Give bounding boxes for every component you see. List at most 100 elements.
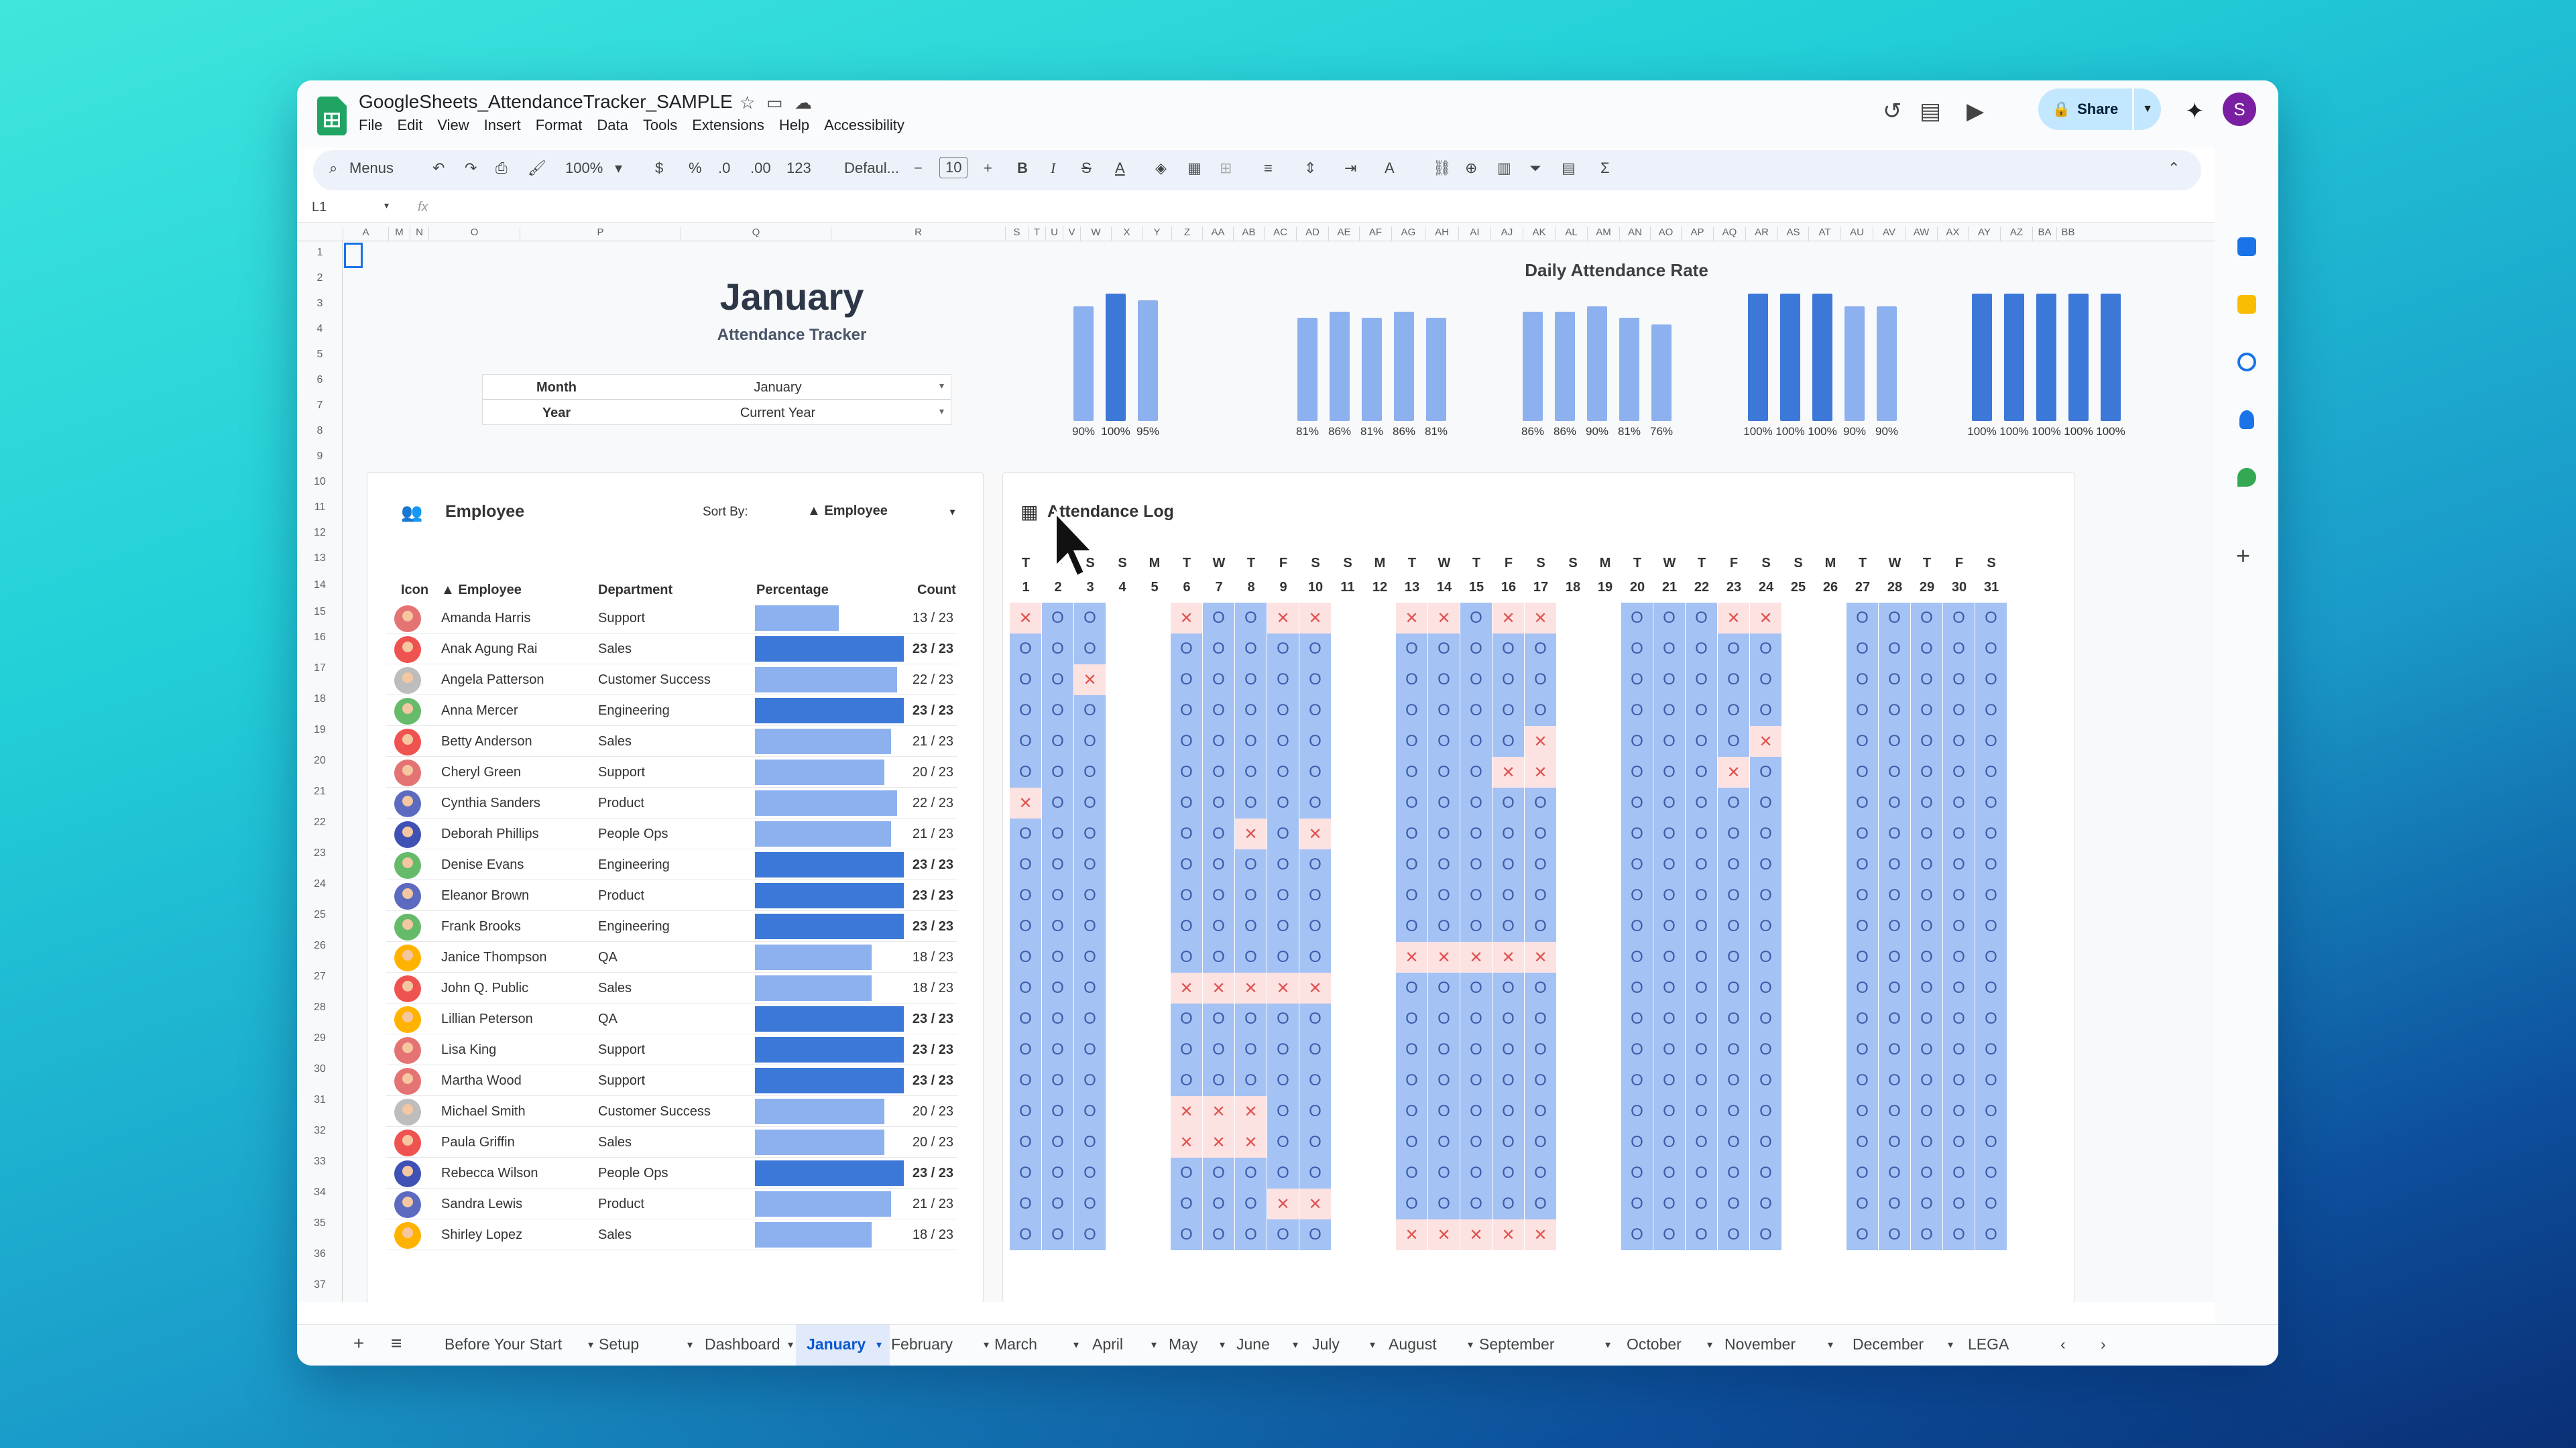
column-header[interactable]: AN <box>1619 227 1650 241</box>
column-header[interactable]: AY <box>1968 227 2000 241</box>
absent-mark[interactable]: ✕ <box>1718 757 1750 788</box>
present-mark[interactable]: O <box>1525 1096 1557 1127</box>
tab-december[interactable]: December <box>1853 1335 1924 1353</box>
present-mark[interactable]: O <box>1621 757 1653 788</box>
present-mark[interactable]: O <box>1042 1127 1074 1158</box>
present-mark[interactable]: O <box>1074 1096 1106 1127</box>
present-mark[interactable]: O <box>1686 880 1718 911</box>
merge-cells-icon[interactable]: ⊞ <box>1220 160 1232 176</box>
present-mark[interactable]: O <box>1975 849 2007 880</box>
present-mark[interactable]: O <box>1718 849 1750 880</box>
present-mark[interactable]: O <box>1460 634 1492 664</box>
table-row[interactable]: Eleanor Brown Product 23 / 23 <box>386 880 957 911</box>
present-mark[interactable]: O <box>1396 1189 1428 1219</box>
present-mark[interactable]: O <box>1267 634 1299 664</box>
gemini-icon[interactable]: ✦ <box>2185 99 2205 124</box>
present-mark[interactable]: O <box>1943 695 1975 726</box>
present-mark[interactable]: O <box>1396 1065 1428 1096</box>
present-mark[interactable]: O <box>1750 819 1782 849</box>
present-mark[interactable]: O <box>1203 1158 1235 1189</box>
present-mark[interactable]: O <box>1171 849 1203 880</box>
column-header[interactable]: AS <box>1777 227 1808 241</box>
present-mark[interactable]: O <box>1428 880 1460 911</box>
present-mark[interactable]: O <box>1943 1158 1975 1189</box>
present-mark[interactable]: O <box>1621 788 1653 819</box>
column-header[interactable]: O <box>428 227 520 241</box>
table-row[interactable]: Anna Mercer Engineering 23 / 23 <box>386 695 957 726</box>
present-mark[interactable]: O <box>1492 819 1525 849</box>
tab-menu-chevron-icon[interactable]: ▾ <box>1370 1339 1376 1351</box>
present-mark[interactable]: O <box>1621 880 1653 911</box>
present-mark[interactable]: O <box>1010 819 1042 849</box>
absent-mark[interactable]: ✕ <box>1396 942 1428 973</box>
present-mark[interactable]: O <box>1460 1127 1492 1158</box>
present-mark[interactable]: O <box>1299 942 1332 973</box>
absent-mark[interactable]: ✕ <box>1396 603 1428 634</box>
present-mark[interactable]: O <box>1299 1065 1332 1096</box>
text-color-icon[interactable]: A <box>1115 160 1125 176</box>
present-mark[interactable]: O <box>1299 788 1332 819</box>
present-mark[interactable]: O <box>1718 942 1750 973</box>
present-mark[interactable]: O <box>1428 788 1460 819</box>
present-mark[interactable]: O <box>1042 603 1074 634</box>
present-mark[interactable]: O <box>1525 634 1557 664</box>
present-mark[interactable]: O <box>1203 1219 1235 1250</box>
present-mark[interactable]: O <box>1653 973 1686 1004</box>
meet-icon[interactable]: ▶ <box>1967 99 1985 124</box>
absent-mark[interactable]: ✕ <box>1525 726 1557 757</box>
present-mark[interactable]: O <box>1718 1034 1750 1065</box>
row-header[interactable]: 19 <box>314 724 326 735</box>
absent-mark[interactable]: ✕ <box>1203 1096 1235 1127</box>
present-mark[interactable]: O <box>1653 1189 1686 1219</box>
column-header[interactable]: AF <box>1359 227 1391 241</box>
present-mark[interactable]: O <box>1750 1127 1782 1158</box>
present-mark[interactable]: O <box>1879 880 1911 911</box>
present-mark[interactable]: O <box>1171 1065 1203 1096</box>
present-mark[interactable]: O <box>1203 1065 1235 1096</box>
decrease-decimal-button[interactable]: .0 <box>718 160 731 176</box>
present-mark[interactable]: O <box>1525 849 1557 880</box>
present-mark[interactable]: O <box>1847 911 1879 942</box>
present-mark[interactable]: O <box>1686 726 1718 757</box>
table-row[interactable]: John Q. Public Sales 18 / 23 <box>386 973 957 1004</box>
table-views-icon[interactable]: ▤ <box>1562 160 1576 176</box>
present-mark[interactable]: O <box>1492 1127 1525 1158</box>
row-header[interactable]: 5 <box>316 349 323 360</box>
absent-mark[interactable]: ✕ <box>1525 942 1557 973</box>
present-mark[interactable]: O <box>1911 1219 1943 1250</box>
present-mark[interactable]: O <box>1428 664 1460 695</box>
present-mark[interactable]: O <box>1396 849 1428 880</box>
move-folder-icon[interactable]: ▭ <box>766 93 783 113</box>
absent-mark[interactable]: ✕ <box>1171 1127 1203 1158</box>
table-row[interactable]: Paula Griffin Sales 20 / 23 <box>386 1127 957 1158</box>
present-mark[interactable]: O <box>1750 788 1782 819</box>
absent-mark[interactable]: ✕ <box>1299 1189 1332 1219</box>
present-mark[interactable]: O <box>1621 1034 1653 1065</box>
absent-mark[interactable]: ✕ <box>1203 1127 1235 1158</box>
present-mark[interactable]: O <box>1911 726 1943 757</box>
tab-october[interactable]: October <box>1627 1335 1682 1353</box>
present-mark[interactable]: O <box>1267 911 1299 942</box>
present-mark[interactable]: O <box>1911 1158 1943 1189</box>
present-mark[interactable]: O <box>1428 1065 1460 1096</box>
present-mark[interactable]: O <box>1203 942 1235 973</box>
present-mark[interactable]: O <box>1010 634 1042 664</box>
present-mark[interactable]: O <box>1718 1127 1750 1158</box>
present-mark[interactable]: O <box>1042 695 1074 726</box>
add-sheet-icon[interactable]: + <box>353 1333 365 1353</box>
row-header[interactable]: 12 <box>314 527 326 538</box>
present-mark[interactable]: O <box>1621 911 1653 942</box>
present-mark[interactable]: O <box>1653 788 1686 819</box>
present-mark[interactable]: O <box>1879 911 1911 942</box>
present-mark[interactable]: O <box>1653 849 1686 880</box>
present-mark[interactable]: O <box>1621 973 1653 1004</box>
row-header[interactable]: 15 <box>314 606 326 617</box>
row-header[interactable]: 2 <box>316 272 323 284</box>
present-mark[interactable]: O <box>1203 757 1235 788</box>
absent-mark[interactable]: ✕ <box>1750 726 1782 757</box>
present-mark[interactable]: O <box>1171 1189 1203 1219</box>
row-header[interactable]: 33 <box>314 1156 326 1167</box>
present-mark[interactable]: O <box>1911 819 1943 849</box>
present-mark[interactable]: O <box>1975 726 2007 757</box>
column-header[interactable]: BA <box>2032 227 2056 241</box>
